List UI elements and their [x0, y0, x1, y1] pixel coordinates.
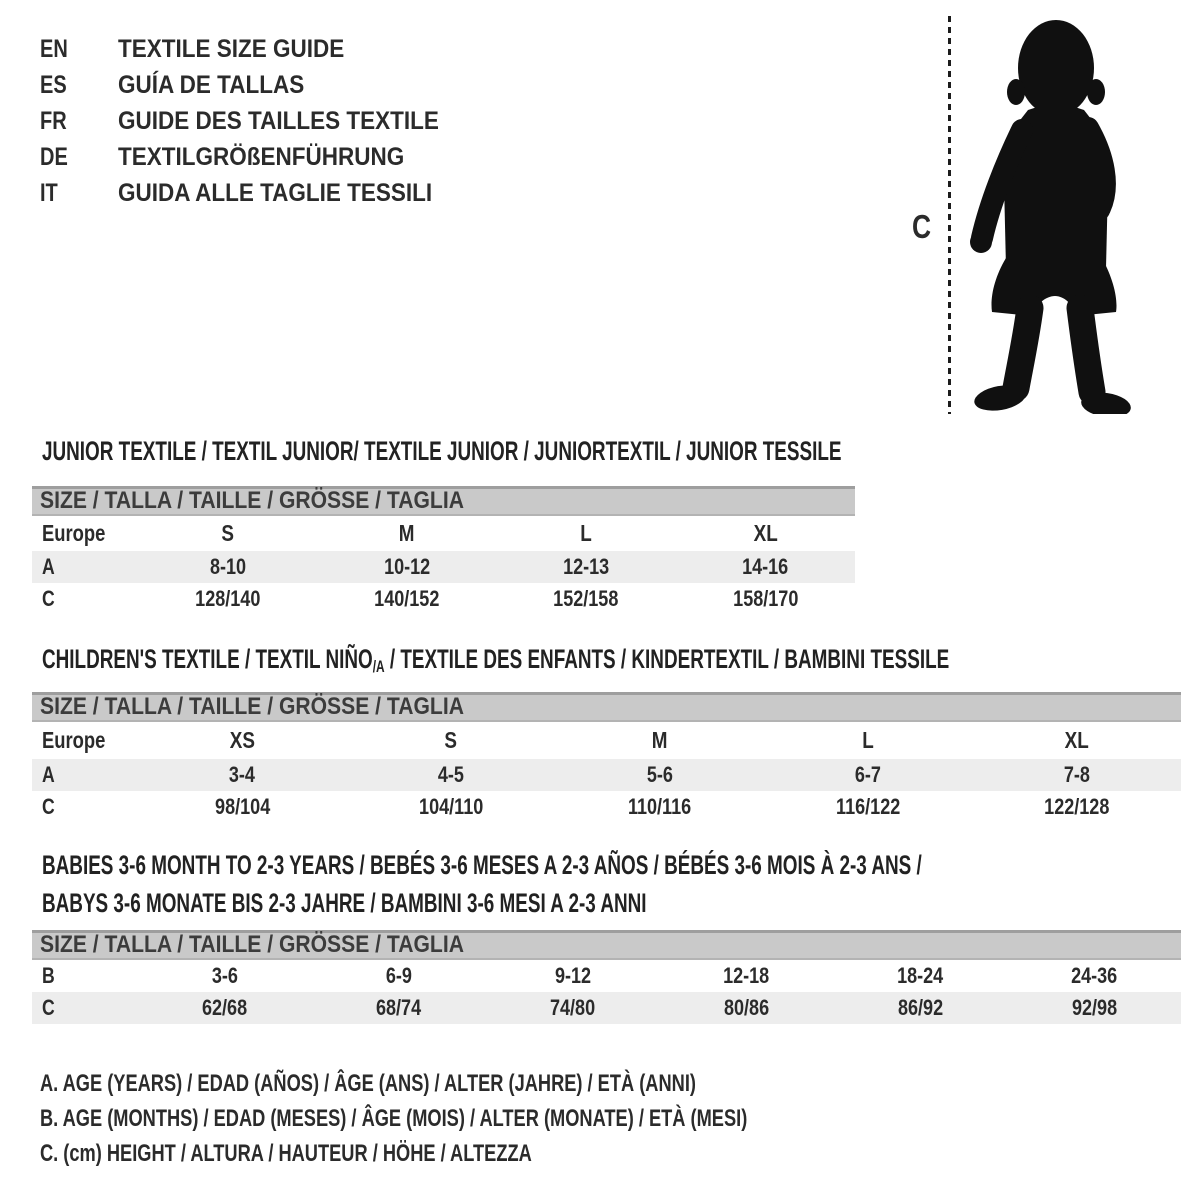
language-code: EN: [40, 35, 68, 63]
table-row: A 8-10 10-12 12-13 14-16: [32, 551, 855, 583]
table-cell: 24-36: [1070, 963, 1118, 988]
table-cell: 74/80: [549, 995, 596, 1020]
section-heading-line: JUNIOR TEXTILE / TEXTIL JUNIOR/ TEXTILE …: [42, 436, 842, 466]
table-cell: 158/170: [732, 586, 798, 611]
table-row: C 98/104 104/110 110/116 116/122 122/128: [32, 791, 1181, 823]
table-cell: XL: [1064, 727, 1089, 753]
table-cell: 140/152: [374, 586, 440, 611]
table-cell: 6-9: [385, 963, 412, 988]
row-label-cell: A: [42, 762, 55, 787]
table-cell: 18-24: [897, 963, 944, 988]
language-title-row: EN TEXTILE SIZE GUIDE: [40, 31, 475, 67]
language-title-row: FR GUIDE DES TAILLES TEXTILE: [40, 103, 475, 139]
table-cell: M: [399, 520, 415, 546]
row-label-cell: B: [42, 963, 55, 988]
legend-line-c: C. (cm) HEIGHT / ALTURA / HAUTEUR / HÖHE…: [40, 1140, 532, 1167]
language-title-row: DE TEXTILGRÖßENFÜHRUNG: [40, 139, 475, 175]
language-code: FR: [40, 107, 67, 135]
table-cell: M: [651, 727, 668, 753]
table-cell: XL: [753, 520, 778, 546]
table-cell: S: [221, 520, 234, 546]
table-cell: 152/158: [553, 586, 619, 611]
language-code: IT: [40, 179, 58, 207]
table-cell: 4-5: [437, 762, 464, 787]
table-cell: 62/68: [202, 995, 248, 1020]
language-title-row: ES GUÍA DE TALLAS: [40, 67, 475, 103]
size-table: SIZE / TALLA / TAILLE / GRÖSSE / TAGLIA E…: [32, 692, 1181, 823]
language-title-label: GUIDA ALLE TAGLIE TESSILI: [118, 179, 433, 207]
table-row: Europe S M L XL: [32, 516, 855, 551]
table-row: A 3-4 4-5 5-6 6-7 7-8: [32, 759, 1181, 791]
size-table: SIZE / TALLA / TAILLE / GRÖSSE / TAGLIA B…: [32, 930, 1181, 1024]
language-title-label: GUIDE DES TAILLES TEXTILE: [118, 107, 439, 135]
table-cell: 128/140: [195, 586, 261, 611]
section-heading: CHILDREN'S TEXTILE / TEXTIL NIÑO/A / TEX…: [42, 640, 1200, 678]
table-cell: 10-12: [383, 554, 430, 579]
table-cell: 116/122: [835, 794, 901, 819]
table-cell: 12-13: [563, 554, 610, 579]
toddler-silhouette-icon: [970, 20, 1131, 414]
language-title-label: TEXTILE SIZE GUIDE: [118, 35, 345, 63]
table-cell: 92/98: [1071, 995, 1117, 1020]
table-row: C 128/140 140/152 152/158 158/170: [32, 583, 855, 615]
legend-line-b: B. AGE (MONTHS) / EDAD (MESES) / ÂGE (MO…: [40, 1105, 748, 1132]
size-header-bar: SIZE / TALLA / TAILLE / GRÖSSE / TAGLIA: [32, 692, 1181, 722]
row-label-cell: Europe: [42, 520, 106, 546]
table-cell: 3-6: [211, 963, 238, 988]
size-header-bar: SIZE / TALLA / TAILLE / GRÖSSE / TAGLIA: [32, 930, 1181, 960]
table-cell: 9-12: [554, 963, 591, 988]
table-cell: L: [580, 520, 592, 546]
row-label-cell: C: [42, 995, 55, 1020]
language-code: ES: [40, 71, 67, 99]
table-row: C 62/68 68/74 74/80 80/86 86/92 92/98: [32, 992, 1181, 1024]
section-heading-line: BABIES 3-6 MONTH TO 2-3 YEARS / BEBÉS 3-…: [42, 850, 922, 880]
table-cell: 6-7: [855, 762, 882, 787]
table-cell: 5-6: [646, 762, 673, 787]
row-label-cell: A: [42, 554, 55, 579]
size-header-bar: SIZE / TALLA / TAILLE / GRÖSSE / TAGLIA: [32, 486, 855, 516]
table-row: B 3-6 6-9 9-12 12-18 18-24 24-36: [32, 960, 1181, 992]
table-cell: L: [862, 727, 874, 753]
table-row: Europe XS S M L XL: [32, 722, 1181, 759]
legend-line-a: A. AGE (YEARS) / EDAD (AÑOS) / ÂGE (ANS)…: [40, 1070, 696, 1097]
table-cell: S: [444, 727, 458, 753]
legend-block: A. AGE (YEARS) / EDAD (AÑOS) / ÂGE (ANS)…: [40, 1066, 971, 1171]
language-title-label: TEXTILGRÖßENFÜHRUNG: [118, 143, 405, 171]
table-cell: 7-8: [1063, 762, 1090, 787]
language-title-row: IT GUIDA ALLE TAGLIE TESSILI: [40, 175, 475, 211]
language-title-block: EN TEXTILE SIZE GUIDE ES GUÍA DE TALLAS FR GU…: [40, 31, 475, 211]
table-cell: 8-10: [209, 554, 246, 579]
table-cell: 3-4: [229, 762, 256, 787]
table-cell: 86/92: [897, 995, 943, 1020]
section-heading-line: BABYS 3-6 MONATE BIS 2-3 JAHRE / BAMBINI…: [42, 888, 647, 918]
table-cell: 68/74: [376, 995, 422, 1020]
measure-label-c: C: [912, 208, 932, 245]
language-title-label: GUÍA DE TALLAS: [118, 71, 305, 99]
row-label-cell: C: [42, 586, 55, 611]
table-cell: 12-18: [723, 963, 770, 988]
table-cell: 14-16: [742, 554, 789, 579]
section-heading: JUNIOR TEXTILE / TEXTIL JUNIOR/ TEXTILE …: [42, 432, 1184, 470]
table-cell: 98/104: [214, 794, 270, 819]
row-label-cell: C: [42, 794, 55, 819]
language-code: DE: [40, 143, 68, 171]
table-cell: 80/86: [723, 995, 769, 1020]
row-label-cell: Europe: [42, 727, 106, 753]
section-heading-line: CHILDREN'S TEXTILE / TEXTIL NIÑO/A / TEX…: [42, 644, 950, 676]
section-heading: BABIES 3-6 MONTH TO 2-3 YEARS / BEBÉS 3-…: [42, 846, 1200, 922]
size-table: SIZE / TALLA / TAILLE / GRÖSSE / TAGLIA E…: [32, 486, 855, 615]
table-cell: 122/128: [1044, 794, 1110, 819]
height-measure-dashed-line: [948, 16, 951, 414]
table-cell: 110/116: [627, 794, 692, 819]
table-cell: 104/110: [418, 794, 483, 819]
table-cell: XS: [229, 727, 255, 753]
